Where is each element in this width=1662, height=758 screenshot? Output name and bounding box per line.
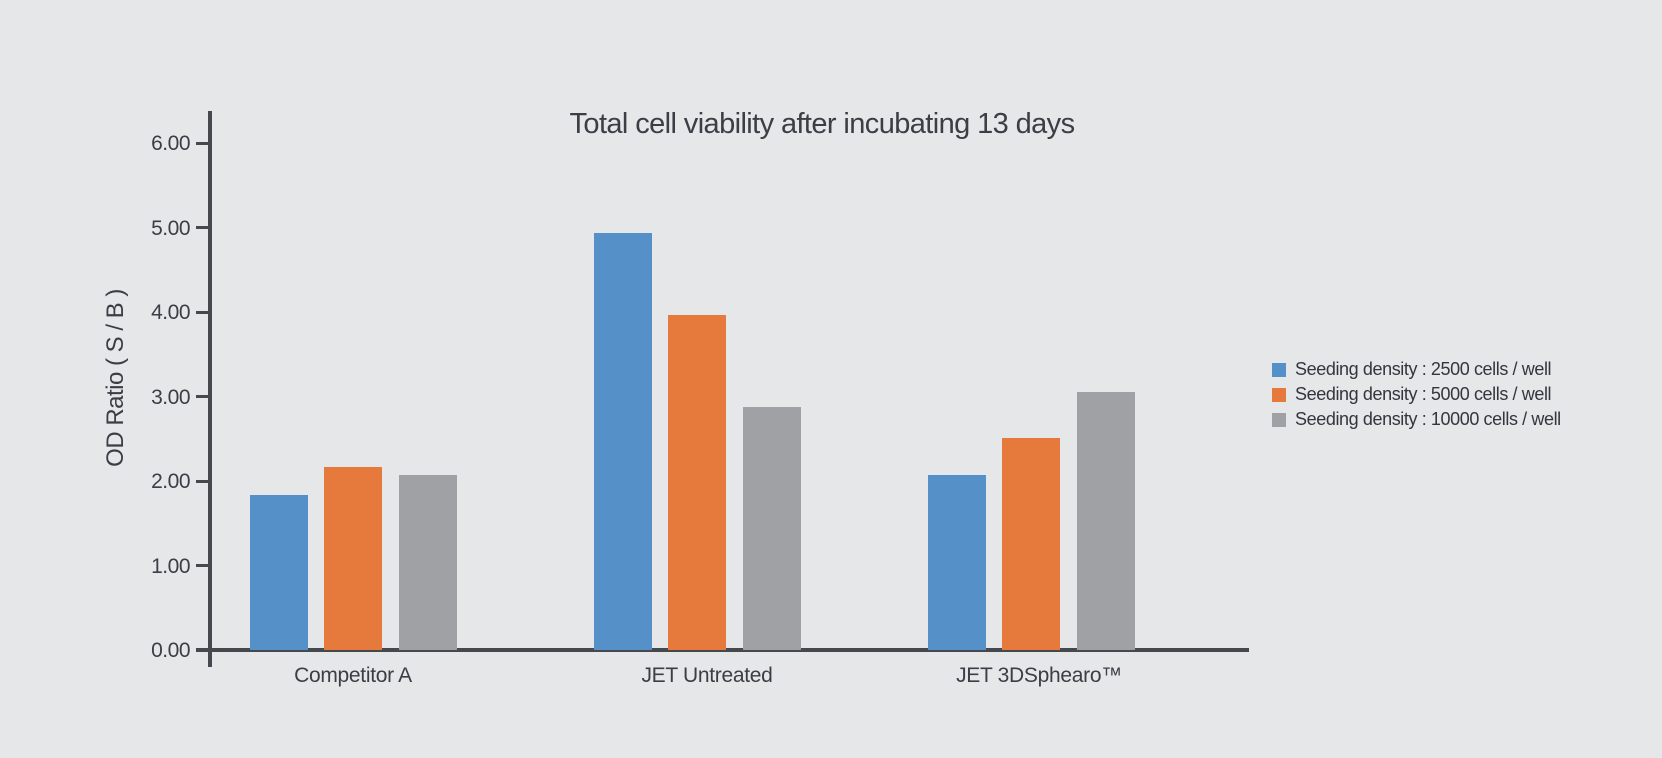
x-category-label: Competitor A [294,664,412,687]
y-tick-label: 3.00 [151,385,190,409]
legend-swatch-icon [1272,362,1286,377]
y-tick-mark [196,479,209,483]
y-tick-mark [196,648,209,652]
y-tick-mark [196,310,209,314]
y-tick-label: 2.00 [151,470,190,493]
bar-s0-c0 [249,495,308,650]
legend-label: Seeding density : 2500 cells / well [1295,359,1552,379]
x-category-label: JET 3DSphearo™ [956,664,1122,687]
bar-s2-c0 [398,475,457,650]
chart-title: Total cell viability after incubating 13… [569,108,1076,140]
bar-s2-c2 [1076,392,1135,650]
y-tick-label: 0.00 [151,639,190,662]
legend-item: Seeding density : 2500 cells / well [1272,359,1561,379]
bar-s1-c2 [1002,437,1060,650]
bar-s0-c1 [593,233,652,650]
y-tick-mark [196,395,209,398]
y-axis-line [208,111,212,667]
legend-label: Seeding density : 10000 cells / well [1295,409,1561,429]
bar-s1-c1 [668,314,726,650]
legend-item: Seeding density : 10000 cells / well [1272,409,1561,429]
y-tick-mark [196,141,209,145]
y-tick-label: 4.00 [151,301,190,324]
bar-s2-c1 [742,406,801,650]
y-tick-label: 5.00 [151,216,190,240]
legend-label: Seeding density : 5000 cells / well [1295,384,1552,404]
y-tick-mark [196,226,209,229]
y-tick-label: 6.00 [151,132,190,155]
x-axis-line [196,648,1249,652]
y-tick-mark [196,564,209,567]
bar-s1-c0 [324,466,382,650]
bar-s0-c2 [927,475,986,650]
legend-item: Seeding density : 5000 cells / well [1272,384,1561,404]
x-category-label: JET Untreated [641,664,773,687]
y-tick-label: 1.00 [151,554,190,578]
legend-swatch-icon [1272,412,1286,427]
legend: Seeding density : 2500 cells / well Seedi… [1272,359,1561,429]
legend-swatch-icon [1272,387,1286,402]
